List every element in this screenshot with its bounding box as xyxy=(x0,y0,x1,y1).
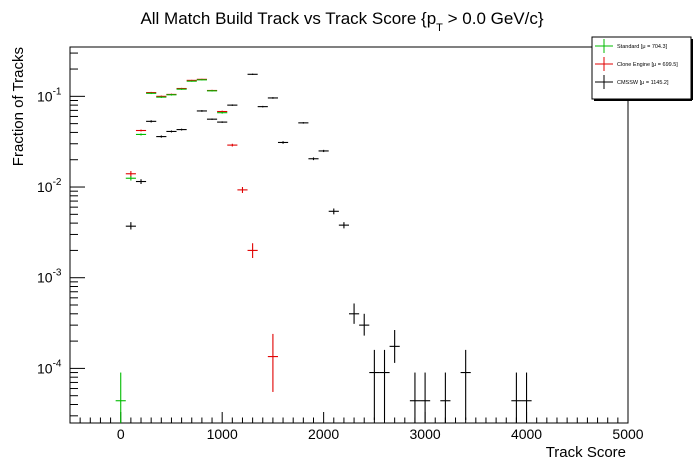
data-point xyxy=(115,372,126,423)
data-point xyxy=(227,104,238,106)
series-clone-engine xyxy=(125,78,278,392)
x-tick-label: 4000 xyxy=(511,426,542,442)
data-point xyxy=(379,349,390,420)
data-point xyxy=(186,80,197,82)
data-point xyxy=(277,141,289,144)
series-cmssw xyxy=(125,73,532,423)
chart-title-rest: > 0.0 GeV/c} xyxy=(443,9,544,28)
data-point xyxy=(298,122,309,124)
x-tick-label: 5000 xyxy=(612,426,643,442)
data-point xyxy=(146,92,157,95)
legend-entry: Standard [μ = 704.3] xyxy=(595,39,668,53)
legend-entry: CMSSW [μ = 1145.2] xyxy=(595,75,669,89)
data-point xyxy=(166,130,177,133)
x-tick-label: 1000 xyxy=(207,426,238,442)
data-point xyxy=(135,129,147,132)
series-layer xyxy=(115,73,532,423)
data-point xyxy=(206,118,218,120)
legend-label: CMSSW [μ = 1145.2] xyxy=(617,80,669,86)
legend-box xyxy=(591,36,692,100)
data-point xyxy=(217,111,228,114)
data-point xyxy=(135,133,147,136)
chart-title: All Match Build Track vs Track Score {pT… xyxy=(140,9,543,34)
x-axis: 0 1000 2000 3000 4000 5000 xyxy=(69,412,644,442)
data-point xyxy=(267,97,278,99)
data-point xyxy=(156,135,167,138)
y-tick-label: 10-2 xyxy=(37,177,62,195)
chart-title-main: All Match Build Track vs Track Score {p xyxy=(140,9,436,28)
data-point xyxy=(206,90,218,92)
data-point xyxy=(166,94,177,96)
data-point xyxy=(420,372,431,423)
data-point xyxy=(359,313,370,336)
legend-label: Standard [μ = 704.3] xyxy=(617,44,668,50)
data-point xyxy=(217,121,228,123)
data-point xyxy=(409,372,421,423)
x-tick-label: 3000 xyxy=(410,426,441,442)
data-point xyxy=(125,222,136,230)
chart-title-subscript: T xyxy=(436,22,443,34)
data-point xyxy=(156,96,167,98)
data-point xyxy=(146,120,157,123)
legend: Standard [μ = 704.3] Clone Engine [μ = 69… xyxy=(591,36,693,101)
data-point xyxy=(521,372,532,423)
y-tick-label: 10-4 xyxy=(37,358,62,376)
x-axis-title: Track Score xyxy=(546,444,626,461)
data-point xyxy=(125,176,136,181)
data-point xyxy=(349,303,360,324)
data-point xyxy=(369,349,380,420)
y-tick-label: 10-1 xyxy=(37,86,62,104)
x-tick-label: 0 xyxy=(117,426,125,442)
data-point xyxy=(135,179,147,184)
data-point xyxy=(176,88,187,90)
data-point xyxy=(237,187,248,193)
data-point xyxy=(338,222,349,229)
data-point xyxy=(267,333,278,392)
data-point xyxy=(247,73,258,75)
data-point xyxy=(227,143,238,147)
legend-label: Clone Engine [μ = 699.5] xyxy=(617,62,678,68)
data-point xyxy=(196,79,207,81)
data-point xyxy=(125,171,136,177)
y-axis: 10-1 10-2 10-3 10-4 xyxy=(37,52,85,417)
data-point xyxy=(247,243,258,258)
legend-entry: Clone Engine [μ = 699.5] xyxy=(595,57,678,71)
data-point xyxy=(511,372,522,423)
series-standard xyxy=(115,79,228,423)
data-point xyxy=(440,372,451,423)
y-axis-title: Fraction of Tracks xyxy=(10,47,27,166)
data-point xyxy=(318,149,329,153)
data-point xyxy=(328,208,339,215)
data-point xyxy=(389,330,400,363)
plot-frame xyxy=(69,46,629,424)
data-point xyxy=(257,105,268,108)
data-point xyxy=(308,157,319,161)
x-tick-label: 2000 xyxy=(308,426,339,442)
data-point xyxy=(460,349,471,420)
data-point xyxy=(176,128,187,131)
data-point xyxy=(196,110,207,112)
y-tick-label: 10-3 xyxy=(37,268,62,286)
